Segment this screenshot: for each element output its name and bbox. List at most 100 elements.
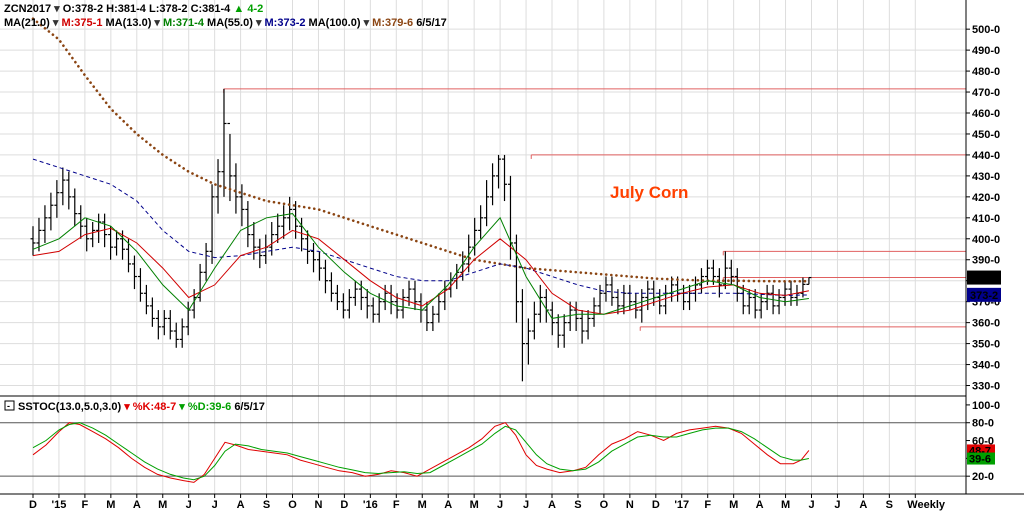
ma-value-3: M:379-6: [372, 17, 416, 29]
ohlc-bar-120: [746, 289, 752, 315]
ohlc-bar-81: [513, 234, 519, 323]
ohlc-bar-8: [78, 205, 84, 239]
time-tick-label: J: [808, 499, 814, 511]
ma-legend: MA(21.0) ▾ M:375-1 MA(13.0) ▾ M:371-4 MA…: [4, 17, 447, 29]
badge-bg: [967, 287, 1001, 302]
ohlc-bar-118: [734, 268, 740, 302]
stoch-d-dropdown-icon[interactable]: ▾: [178, 401, 185, 413]
stoch-tick-label: 100-0: [972, 400, 1000, 412]
series-ma21: [32, 227, 809, 315]
close-value: C:381-4: [191, 3, 232, 15]
ohlc-bar-36: [245, 201, 251, 248]
ohlc-bar-85: [537, 284, 543, 323]
time-tick-label: A: [756, 499, 764, 511]
ma-value-0: M:375-1: [61, 17, 105, 29]
ohlc-bar-34: [233, 163, 239, 214]
low-value: L:378-2: [149, 3, 188, 15]
time-tick-label: A: [133, 499, 141, 511]
ohlc-bar-45: [299, 217, 305, 252]
price-tick-label: 350-0: [972, 339, 1000, 351]
ohlc-bar-50: [328, 272, 334, 302]
ohlc-bar-96: [603, 276, 609, 302]
ohlc-bar-91: [573, 301, 579, 332]
badge-label: 381-4: [970, 273, 999, 285]
price-badge-1: 373-2: [967, 287, 1001, 302]
ohlc-bar-29: [203, 242, 209, 281]
ohlc-bar-40: [269, 222, 275, 256]
time-tick-label: M: [418, 499, 427, 511]
ohlc-bar-38: [257, 238, 263, 269]
time-tick-label: A: [444, 499, 452, 511]
ohlc-bar-19: [143, 284, 149, 315]
time-tick-label: N: [626, 499, 634, 511]
time-tick-label: A: [859, 499, 867, 511]
ma-label-0: MA(21.0): [4, 17, 53, 29]
ma-dropdown-icon-1: ▾: [153, 17, 163, 29]
ohlc-bar-14: [114, 230, 120, 256]
stoch-k-value: %K:48-7: [133, 401, 176, 413]
price-tick-label: 410-0: [972, 213, 1000, 225]
stoch-badge-1: 39-6: [967, 452, 995, 466]
ohlc-bar-37: [251, 222, 257, 260]
ohlc-bar-10: [90, 222, 96, 248]
ohlc-bar-68: [436, 293, 442, 323]
ohlc-bar-13: [108, 226, 114, 260]
time-tick-label: Weekly: [907, 499, 946, 511]
ohlc-bar-67: [430, 305, 436, 332]
time-tick-label: D: [29, 499, 37, 511]
ohlc-bar-92: [579, 310, 585, 344]
ohlc-bar-18: [137, 268, 143, 302]
ohlc-bar-75: [478, 205, 484, 239]
open-value: O:378-2: [63, 3, 103, 15]
time-tick-label: J: [212, 499, 218, 511]
collapse-icon: -: [7, 401, 10, 411]
price-tick-label: 460-0: [972, 108, 1000, 120]
stoch-collapse-box[interactable]: [4, 400, 15, 411]
price-tick-label: 360-0: [972, 318, 1000, 330]
stochastic-panel: [0, 422, 966, 483]
price-tick-label: 470-0: [972, 87, 1000, 99]
ohlc-bar-95: [597, 284, 603, 315]
time-tick-label: D: [652, 499, 660, 511]
ohlc-bar-32: [221, 88, 227, 197]
stoch-k-dropdown-icon[interactable]: ▾: [123, 401, 130, 413]
ohlc-bar-112: [698, 268, 704, 294]
header-date: 6/5/17: [416, 17, 447, 29]
ohlc-bar-42: [281, 205, 287, 239]
time-tick-label: '16: [363, 499, 378, 511]
time-tick-label: J: [834, 499, 840, 511]
ohlc-bar-130: [806, 276, 812, 285]
time-tick-label: '17: [674, 499, 689, 511]
ohlc-bar-1: [36, 217, 42, 252]
symbol-header: ZCN2017 ▾ O:378-2 H:381-4 L:378-2 C:381-…: [4, 3, 263, 15]
ohlc-bar-125: [776, 289, 782, 315]
price-tick-label: 500-0: [972, 24, 1000, 36]
ohlc-bar-83: [525, 318, 531, 365]
chart-annotation: July Corn: [610, 183, 688, 202]
price-tick-label: 330-0: [972, 381, 1000, 393]
ohlc-bar-51: [334, 284, 340, 311]
time-tick-label: A: [237, 499, 245, 511]
time-tick-label: A: [548, 499, 556, 511]
symbol-dropdown-icon[interactable]: ▾: [53, 3, 60, 15]
time-axis-ticks: D '15 F M A M J J A S O N D '16 F M A M J J A S O N D '17 F M A M J J A S…: [29, 494, 946, 511]
time-tick-label: '15: [52, 499, 67, 511]
price-axis-ticks: 330-0340-0350-0360-0370-0380-0390-0400-0…: [966, 24, 1000, 393]
price-tick-label: 430-0: [972, 171, 1000, 183]
ma-value-2: M:373-2: [265, 17, 309, 29]
ohlc-bar-78: [496, 154, 502, 189]
time-tick-label: F: [82, 499, 89, 511]
time-tick-label: M: [781, 499, 790, 511]
ma-dropdown-icon-3: ▾: [363, 17, 373, 29]
stoch-tick-label: 20-0: [972, 471, 994, 483]
ohlc-bar-54: [352, 280, 358, 306]
ohlc-bar-22: [161, 310, 167, 336]
price-tick-label: 440-0: [972, 150, 1000, 162]
ohlc-bar-69: [442, 280, 448, 311]
ohlc-bar-89: [561, 314, 567, 348]
time-tick-label: M: [158, 499, 167, 511]
series-ma100: [31, 17, 811, 283]
ma-dropdown-icon-0: ▾: [52, 17, 62, 29]
